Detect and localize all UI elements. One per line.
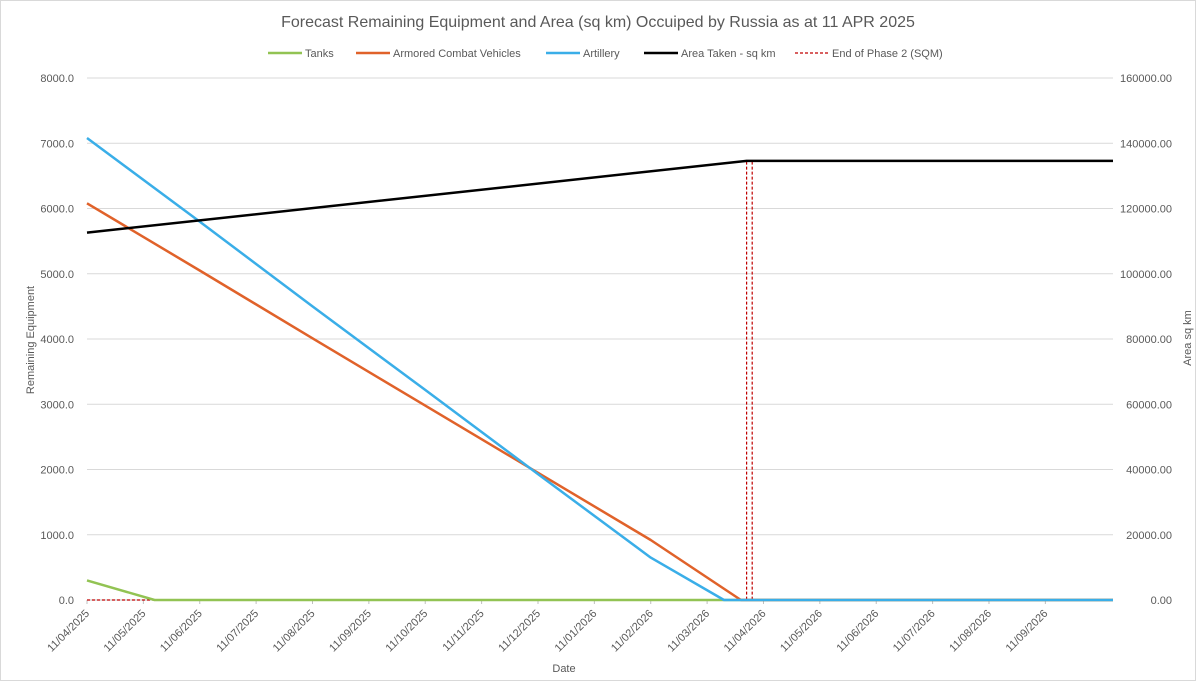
- y2-tick-label: 0.00: [1151, 595, 1172, 607]
- y-tick-label: 5000.0: [40, 269, 74, 281]
- right-axis-ticks: 0.00 20000.00 40000.00 60000.00 80000.00 1000…: [1120, 73, 1172, 607]
- y2-tick-label: 40000.00: [1126, 465, 1172, 477]
- y2-tick-label: 140000.00: [1120, 138, 1172, 150]
- y2-tick-label: 20000.00: [1126, 530, 1172, 542]
- left-axis-ticks: 0.0 1000.0 2000.0 3000.0 4000.0 5000.0 6000.0 7…: [40, 73, 74, 607]
- y-tick-label: 3000.0: [40, 399, 74, 411]
- x-axis-label: Date: [552, 663, 575, 675]
- series-line-area-taken-sq-km: [86, 159, 1113, 234]
- legend-label: Armored Combat Vehicles: [393, 48, 521, 60]
- y2-tick-label: 120000.00: [1120, 204, 1172, 216]
- y2-tick-label: 160000.00: [1120, 73, 1172, 85]
- y2-tick-label: 60000.00: [1126, 399, 1172, 411]
- legend-label: Tanks: [305, 48, 334, 60]
- legend-label: Area Taken - sq km: [681, 48, 776, 60]
- series-line-armored-combat-vehicles: [86, 202, 1113, 602]
- y-tick-label: 7000.0: [40, 138, 74, 150]
- y-tick-label: 6000.0: [40, 204, 74, 216]
- legend-label: Artillery: [583, 48, 620, 60]
- series-line-artillery: [86, 136, 1113, 602]
- y-tick-label: 1000.0: [40, 530, 74, 542]
- chart-title: Forecast Remaining Equipment and Area (s…: [281, 14, 915, 31]
- y-tick-label: 2000.0: [40, 465, 74, 477]
- y2-tick-label: 80000.00: [1126, 334, 1172, 346]
- legend-label: End of Phase 2 (SQM): [832, 48, 943, 60]
- y-tick-label: 4000.0: [40, 334, 74, 346]
- y2-axis-label: Area sq km: [1182, 310, 1194, 366]
- series-lines: [86, 136, 1113, 602]
- y-axis-label: Remaining Equipment: [25, 286, 37, 394]
- y-tick-label: 8000.0: [40, 73, 74, 85]
- y-tick-label: 0.0: [59, 595, 74, 607]
- y2-tick-label: 100000.00: [1120, 269, 1172, 281]
- legend: Tanks Armored Combat Vehicles Artillery Are…: [268, 48, 943, 60]
